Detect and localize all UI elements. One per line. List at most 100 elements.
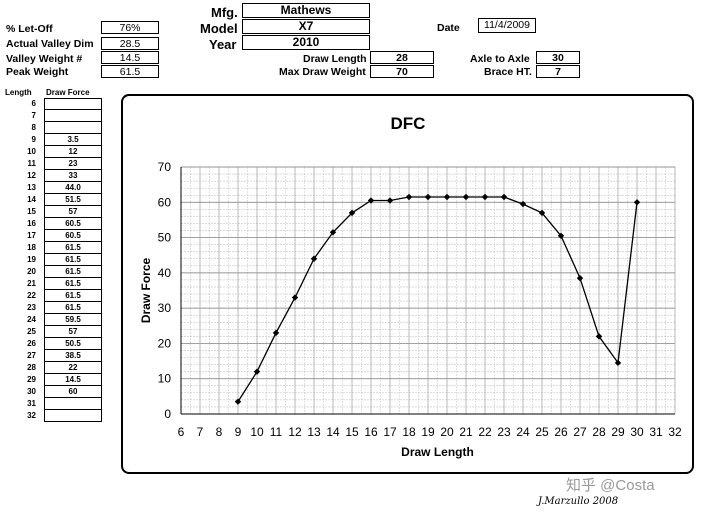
length-cell: 12 xyxy=(27,171,36,180)
length-cell: 29 xyxy=(27,375,36,384)
x-tick-label: 16 xyxy=(364,425,378,439)
x-axis-label: Draw Length xyxy=(401,445,474,459)
watermark: 知乎 @Costa xyxy=(566,477,655,494)
length-cell: 24 xyxy=(27,315,36,324)
y-axis-label: Draw Force xyxy=(139,257,153,323)
data-point xyxy=(519,200,527,208)
draw-force-cell xyxy=(44,410,102,422)
draw-force-cell: 61.5 xyxy=(44,302,102,314)
draw-force-cell xyxy=(44,98,102,110)
y-tick-label: 60 xyxy=(158,195,172,209)
y-tick-label: 30 xyxy=(158,301,172,315)
draw-force-header: Draw Force xyxy=(46,88,90,97)
length-cell: 20 xyxy=(27,267,36,276)
draw-force-cell: 61.5 xyxy=(44,266,102,278)
x-tick-label: 21 xyxy=(459,425,473,439)
data-point xyxy=(500,193,508,201)
length-cell: 27 xyxy=(27,351,36,360)
draw-force-cell: 12 xyxy=(44,146,102,158)
data-point xyxy=(424,193,432,201)
draw-force-cell: 23 xyxy=(44,158,102,170)
peak-weight-value: 61.5 xyxy=(101,65,159,78)
axle-label: Axle to Axle xyxy=(470,53,530,65)
data-point xyxy=(443,193,451,201)
length-cell: 11 xyxy=(27,159,36,168)
draw-force-cell: 3.5 xyxy=(44,134,102,146)
date-value: 11/4/2009 xyxy=(478,18,536,33)
draw-force-cell: 44.0 xyxy=(44,182,102,194)
x-tick-label: 11 xyxy=(270,425,283,439)
draw-force-cell: 57 xyxy=(44,206,102,218)
x-tick-label: 17 xyxy=(383,425,397,439)
valley-dim-value: 28.5 xyxy=(101,37,159,50)
x-tick-label: 31 xyxy=(649,425,663,439)
length-cell: 15 xyxy=(27,207,36,216)
dfc-chart: 0 10 20 30 40 50 60 70 6 7 8 9 10 11 12 13 14 15 16 17 18 19 2… xyxy=(139,114,682,459)
draw-force-cell xyxy=(44,110,102,122)
x-tick-label: 8 xyxy=(216,425,223,439)
draw-force-cell: 60 xyxy=(44,386,102,398)
x-tick-label: 10 xyxy=(250,425,264,439)
data-point xyxy=(538,209,546,217)
draw-length-label: Draw Length xyxy=(303,53,367,65)
draw-force-cell: 22 xyxy=(44,362,102,374)
length-cell: 8 xyxy=(31,123,36,132)
x-tick-label: 7 xyxy=(197,425,204,439)
brace-label: Brace HT. xyxy=(484,66,532,78)
data-point xyxy=(367,197,375,204)
draw-force-cell: 51.5 xyxy=(44,194,102,206)
draw-force-cell: 50.5 xyxy=(44,338,102,350)
model-value: X7 xyxy=(242,19,370,34)
x-tick-label: 18 xyxy=(402,425,416,439)
length-cell: 19 xyxy=(27,255,36,264)
draw-force-cell: 60.5 xyxy=(44,218,102,230)
x-tick-label: 22 xyxy=(478,425,492,439)
x-tick-label: 24 xyxy=(516,425,530,439)
draw-force-cell: 59.5 xyxy=(44,314,102,326)
x-tick-label: 6 xyxy=(178,425,185,439)
max-draw-weight-value: 70 xyxy=(370,65,434,78)
valley-weight-value: 14.5 xyxy=(101,51,159,64)
length-cell: 6 xyxy=(31,99,36,108)
data-point xyxy=(595,333,603,340)
date-label: Date xyxy=(437,22,460,34)
data-point xyxy=(576,274,584,282)
draw-force-cell: 38.5 xyxy=(44,350,102,362)
length-cell: 28 xyxy=(27,363,36,372)
valley-dim-label: Actual Valley Dim xyxy=(6,38,94,50)
axle-value: 30 xyxy=(536,51,580,64)
x-tick-label: 20 xyxy=(440,425,454,439)
draw-force-cell xyxy=(44,122,102,134)
length-cell: 32 xyxy=(27,411,36,420)
data-point xyxy=(234,398,242,405)
x-tick-label: 12 xyxy=(288,425,302,439)
x-tick-label: 15 xyxy=(345,425,359,439)
x-tick-label: 13 xyxy=(307,425,321,439)
draw-length-value: 28 xyxy=(370,51,434,64)
x-tick-label: 27 xyxy=(573,425,587,439)
draw-force-cell: 14.5 xyxy=(44,374,102,386)
length-header: Length xyxy=(5,88,32,97)
max-draw-weight-label: Max Draw Weight xyxy=(279,66,366,78)
data-point xyxy=(462,193,470,201)
x-tick-label: 19 xyxy=(421,425,435,439)
length-cell: 30 xyxy=(27,387,36,396)
series-line xyxy=(237,196,638,402)
data-point xyxy=(614,359,622,367)
draw-force-cell xyxy=(44,398,102,410)
model-label: Model xyxy=(200,21,238,36)
year-value: 2010 xyxy=(242,35,370,50)
data-point xyxy=(329,229,337,236)
year-label: Year xyxy=(209,37,237,52)
length-cell: 17 xyxy=(27,231,36,240)
length-cell: 16 xyxy=(27,219,36,228)
data-point xyxy=(272,329,280,337)
y-tick-label: 50 xyxy=(158,231,172,245)
y-tick-label: 20 xyxy=(158,336,172,350)
x-tick-label: 32 xyxy=(668,425,682,439)
data-point xyxy=(253,368,261,375)
x-tick-label: 25 xyxy=(535,425,549,439)
length-cell: 21 xyxy=(27,279,36,288)
draw-force-cell: 61.5 xyxy=(44,290,102,302)
length-cell: 22 xyxy=(27,291,36,300)
